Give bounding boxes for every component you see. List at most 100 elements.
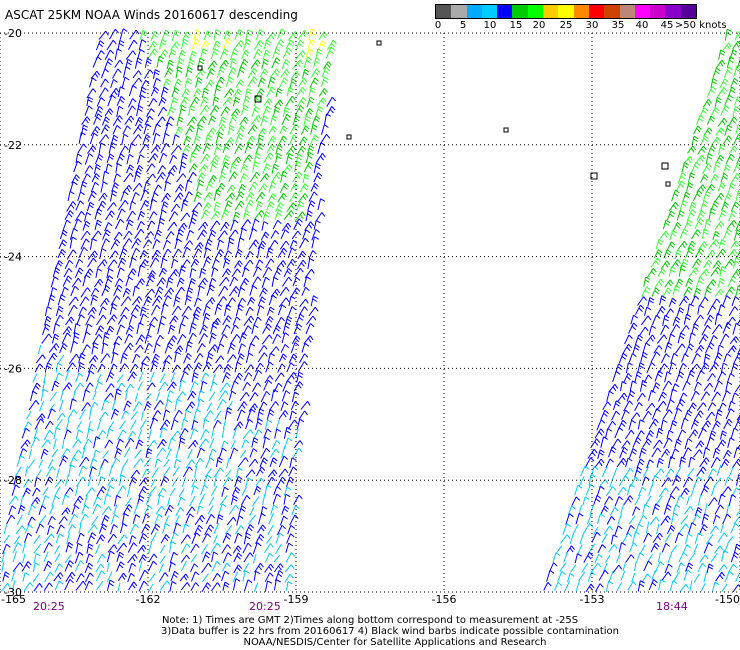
wind-barb (718, 143, 726, 155)
wind-barb (124, 390, 128, 401)
wind-barb (216, 343, 225, 353)
wind-barb (248, 458, 259, 467)
wind-barb (203, 410, 214, 421)
wind-barb (630, 412, 641, 421)
wind-barb (54, 563, 64, 573)
wind-barb (308, 28, 316, 41)
wind-barb (87, 190, 97, 202)
wind-barb (160, 86, 169, 98)
wind-barb (170, 145, 182, 156)
wind-barb (629, 542, 638, 553)
wind-barb (266, 409, 275, 420)
wind-barb (70, 285, 79, 297)
wind-barb (167, 165, 178, 175)
wind-barb (620, 503, 625, 515)
wind-barb (691, 353, 701, 365)
wind-barb (214, 84, 222, 97)
wind-barb (687, 402, 697, 412)
wind-barb (725, 153, 735, 165)
wind-barb (171, 477, 179, 487)
wind-barb (139, 86, 147, 98)
wind-barb (726, 504, 730, 516)
wind-barb (65, 571, 76, 582)
wind-barb (298, 193, 309, 203)
wind-barb (686, 369, 696, 382)
wind-barb (198, 333, 208, 344)
wind-barb (117, 429, 127, 441)
wind-barb (688, 456, 696, 468)
wind-barb (608, 544, 618, 553)
wind-barb (654, 370, 664, 382)
wind-barb (113, 173, 121, 183)
wind-barb (166, 59, 174, 70)
wind-barb (245, 29, 253, 41)
wind-barb (675, 495, 684, 506)
island-outline (661, 162, 669, 170)
wind-barb (646, 459, 654, 469)
wind-barb (596, 485, 605, 497)
wind-barb (669, 229, 678, 241)
wind-barb (575, 512, 584, 525)
colorbar-cell (588, 5, 605, 18)
wind-barb (254, 562, 264, 573)
wind-barb (160, 534, 170, 544)
wind-barb (247, 76, 258, 87)
wind-barb (209, 381, 218, 392)
wind-barb (191, 532, 201, 544)
wind-barb (297, 30, 308, 40)
wind-barb (645, 402, 656, 412)
wind-barb (295, 50, 306, 60)
wind-barb (298, 77, 308, 88)
wind-barb (225, 192, 236, 202)
wind-barb (626, 525, 635, 536)
wind-barb (650, 257, 661, 268)
wind-barb (164, 171, 175, 183)
wind-barb (243, 259, 254, 269)
wind-barb (75, 258, 84, 268)
wind-barb (180, 199, 189, 212)
island-outline (590, 172, 598, 180)
wind-barb (272, 48, 281, 59)
wind-barb (663, 249, 672, 259)
wind-barb (649, 516, 660, 525)
wind-barb (202, 256, 212, 269)
wind-barb (69, 398, 77, 410)
wind-barb (233, 40, 245, 50)
wind-barb (56, 468, 60, 479)
wind-barb (623, 495, 634, 506)
wind-barb (162, 239, 172, 250)
wind-barb (257, 352, 268, 363)
wind-barb (241, 439, 250, 449)
wind-barb (706, 436, 715, 449)
wind-barb (637, 419, 645, 430)
wind-barb (580, 465, 590, 477)
wind-barb (136, 221, 145, 231)
wind-barb (736, 250, 740, 259)
wind-barb (317, 198, 326, 211)
wind-barb (674, 249, 682, 260)
wind-barb (20, 495, 24, 506)
wind-barb (691, 323, 699, 335)
wind-barb (634, 466, 643, 478)
wind-barb (77, 362, 85, 373)
wind-barb (137, 264, 146, 277)
wind-barb (106, 550, 115, 563)
island-outline (197, 65, 203, 71)
wind-barb (41, 380, 46, 392)
wind-barb (592, 495, 602, 507)
wind-barb (73, 218, 82, 230)
wind-barb (223, 250, 232, 260)
wind-barb (707, 373, 716, 382)
wind-barb (242, 429, 254, 440)
wind-barb (115, 163, 123, 173)
wind-barb (127, 371, 137, 382)
wind-barb (560, 534, 571, 544)
wind-barb (66, 362, 76, 372)
wind-barb (283, 106, 290, 117)
wind-barb (636, 458, 645, 469)
wind-barb (646, 362, 656, 374)
wind-barb (264, 572, 274, 582)
wind-barb (646, 267, 657, 278)
wind-barb (196, 124, 204, 136)
wind-barb (321, 76, 329, 88)
